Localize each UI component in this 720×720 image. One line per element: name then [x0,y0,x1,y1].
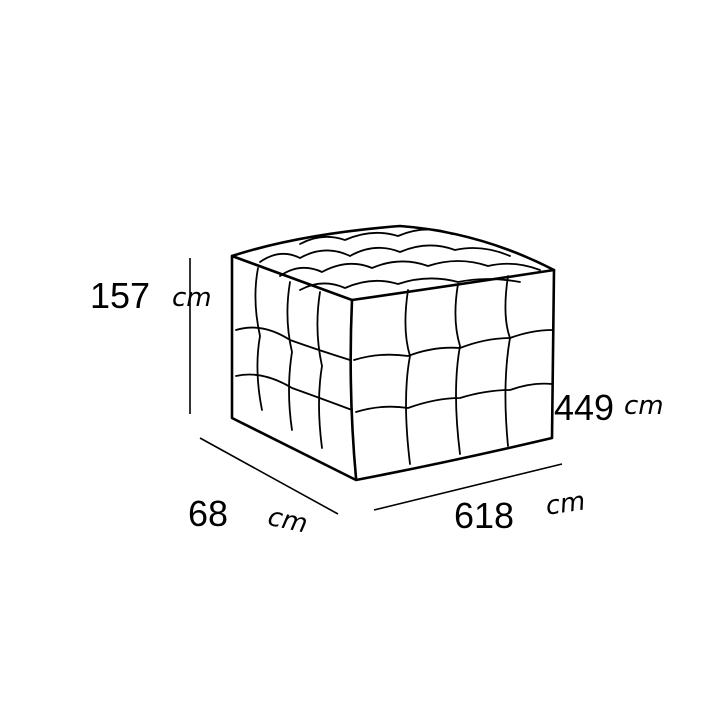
front-face-tufts [353,275,553,465]
ottoman-outline [230,224,556,482]
width-value: 618 [454,495,514,536]
dimension-label-right: 449 cm [554,387,664,428]
tufted-cube-ottoman [230,224,556,482]
height-unit: cm [172,283,212,313]
width-dimension-line [373,463,563,511]
dimension-lines [189,258,563,515]
right-value: 449 [554,387,614,428]
dimension-label-height: 157 cm [90,275,212,316]
dimension-label-width: 618 cm [454,486,587,536]
ottoman-front-edge [349,298,358,480]
left-face-tufts [235,267,353,449]
depth-dimension-line [199,437,339,515]
width-unit: cm [544,486,587,521]
dimension-label-depth: 68 cm [188,493,310,540]
depth-value: 68 [188,493,228,534]
right-unit: cm [624,391,664,421]
depth-unit: cm [265,502,310,540]
height-value: 157 [90,275,150,316]
top-tufts [259,228,541,291]
